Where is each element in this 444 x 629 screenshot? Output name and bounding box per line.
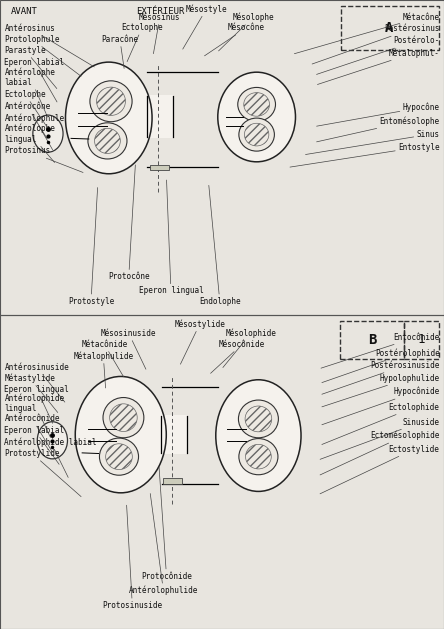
Text: Protocône: Protocône <box>108 165 150 281</box>
Text: Ectolophide: Ectolophide <box>322 403 440 445</box>
Text: Mésolophide: Mésolophide <box>223 328 276 367</box>
Text: Antérolophe
lingual: Antérolophe lingual <box>4 124 56 162</box>
Text: EXTÉRIEUR: EXTÉRIEUR <box>136 7 184 16</box>
Ellipse shape <box>216 380 301 491</box>
Text: Antérocône: Antérocône <box>4 103 51 139</box>
Text: Postérolophide: Postérolophide <box>322 348 440 382</box>
Text: Protolophule: Protolophule <box>4 35 81 76</box>
Text: Entocônide: Entocônide <box>321 333 440 368</box>
Text: Antérosinus: Antérosinus <box>4 24 94 67</box>
Text: Ectomésolophide: Ectomésolophide <box>320 431 440 475</box>
Text: Métalophul-: Métalophul- <box>317 48 440 84</box>
Text: Métastylide: Métastylide <box>4 373 58 413</box>
Ellipse shape <box>75 376 166 493</box>
Text: Mésolophe: Mésolophe <box>218 13 274 51</box>
Text: Antérolophide labial: Antérolophide labial <box>4 437 97 477</box>
Text: Postérosinus: Postérosinus <box>312 25 440 64</box>
Text: Antérolophe
labial: Antérolophe labial <box>4 67 56 113</box>
Ellipse shape <box>66 62 152 174</box>
Text: Mésostyle: Mésostyle <box>183 4 227 49</box>
Text: Métacônide: Métacônide <box>81 340 127 377</box>
Text: Endolophe: Endolophe <box>199 186 241 306</box>
Bar <box>161 415 188 454</box>
Text: Hypocône: Hypocône <box>317 103 440 126</box>
Text: Antérocônide: Antérocônide <box>4 415 60 452</box>
Ellipse shape <box>218 72 296 162</box>
Text: AVANT: AVANT <box>11 7 38 16</box>
Text: Paracône: Paracône <box>101 35 139 69</box>
Ellipse shape <box>239 438 278 475</box>
Text: Entostyle: Entostyle <box>290 143 440 167</box>
Text: Mésocône: Mésocône <box>205 23 265 56</box>
Text: Sinuside: Sinuside <box>320 418 440 459</box>
Bar <box>150 165 169 170</box>
Text: Protosinuside: Protosinuside <box>102 505 163 610</box>
Text: Eperon lingual: Eperon lingual <box>139 180 203 296</box>
Ellipse shape <box>238 87 275 121</box>
Text: Antérolophulide: Antérolophulide <box>129 494 198 596</box>
Text: Protostyle: Protostyle <box>68 187 114 306</box>
Text: Mésosinuside: Mésosinuside <box>101 329 156 369</box>
Text: Mésostylide: Mésostylide <box>174 319 225 364</box>
Text: Parastyle: Parastyle <box>4 46 57 89</box>
Ellipse shape <box>33 115 63 152</box>
Ellipse shape <box>238 400 278 438</box>
Text: Postérosinuside: Postérosinuside <box>322 361 440 394</box>
Ellipse shape <box>88 123 127 159</box>
Text: 1: 1 <box>418 333 425 347</box>
Ellipse shape <box>239 118 274 151</box>
Text: Sinus: Sinus <box>305 130 440 155</box>
Ellipse shape <box>37 421 67 459</box>
Text: Eperon labial: Eperon labial <box>4 58 64 102</box>
Bar <box>163 478 182 484</box>
Text: Protostylide: Protostylide <box>4 449 81 497</box>
Text: Postérolo-: Postérolo- <box>317 36 440 74</box>
Text: Protosinus: Protosinus <box>4 147 83 172</box>
Text: Entomésolophe: Entomésolophe <box>317 116 440 142</box>
Text: Antérolophide
lingual: Antérolophide lingual <box>4 393 64 437</box>
Text: Hypocônide: Hypocônide <box>322 387 440 425</box>
Ellipse shape <box>99 438 139 476</box>
Ellipse shape <box>103 398 144 438</box>
Text: Eperon labial: Eperon labial <box>4 426 64 464</box>
Text: Mésosinus: Mésosinus <box>139 13 181 53</box>
Text: Ectolophe: Ectolophe <box>4 90 46 125</box>
Text: Protocônide: Protocônide <box>141 467 192 581</box>
Text: Métacône: Métacône <box>294 13 440 53</box>
Text: Hypolophulide: Hypolophulide <box>322 374 440 407</box>
Text: Antérolophule: Antérolophule <box>4 113 64 150</box>
Bar <box>146 95 174 138</box>
Text: B: B <box>368 333 376 347</box>
Text: Mésocônide: Mésocônide <box>210 340 265 374</box>
Text: Eperon lingual: Eperon lingual <box>4 385 69 423</box>
Text: Métalophulide: Métalophulide <box>73 351 133 388</box>
Text: Antérosinuside: Antérosinuside <box>4 363 69 402</box>
Text: A: A <box>385 21 393 35</box>
Text: Ectolophe: Ectolophe <box>121 23 163 62</box>
Ellipse shape <box>90 81 132 122</box>
Text: Ectostylide: Ectostylide <box>320 445 440 494</box>
